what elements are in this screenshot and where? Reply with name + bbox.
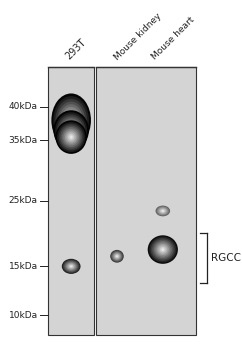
Ellipse shape [158, 207, 168, 215]
Ellipse shape [155, 243, 170, 257]
Ellipse shape [151, 238, 175, 261]
Ellipse shape [116, 256, 118, 257]
Ellipse shape [70, 135, 73, 139]
Ellipse shape [111, 251, 123, 262]
Ellipse shape [61, 107, 81, 134]
Ellipse shape [112, 251, 122, 261]
Ellipse shape [53, 96, 89, 145]
Ellipse shape [113, 252, 121, 260]
Ellipse shape [67, 115, 75, 126]
Ellipse shape [67, 262, 76, 270]
Text: RGCC: RGCC [211, 253, 241, 263]
Ellipse shape [70, 266, 72, 267]
Ellipse shape [160, 247, 166, 252]
Bar [96, 66, 196, 335]
Ellipse shape [57, 114, 85, 147]
Bar [48, 66, 94, 335]
Ellipse shape [154, 241, 172, 258]
Text: 35kDa: 35kDa [9, 136, 38, 145]
Ellipse shape [65, 131, 77, 144]
Ellipse shape [149, 237, 176, 262]
Ellipse shape [62, 127, 81, 147]
Ellipse shape [65, 112, 77, 128]
Ellipse shape [67, 132, 76, 142]
Ellipse shape [69, 128, 73, 132]
Text: 40kDa: 40kDa [9, 103, 38, 111]
Ellipse shape [159, 208, 166, 214]
Ellipse shape [62, 120, 80, 140]
Ellipse shape [63, 129, 79, 146]
Ellipse shape [114, 254, 120, 259]
Ellipse shape [161, 248, 164, 251]
Ellipse shape [59, 104, 83, 136]
Ellipse shape [64, 260, 79, 272]
Ellipse shape [59, 116, 83, 145]
Ellipse shape [56, 120, 87, 154]
Ellipse shape [55, 112, 87, 148]
Ellipse shape [68, 126, 75, 134]
Ellipse shape [156, 206, 169, 216]
Ellipse shape [62, 259, 81, 274]
Text: 25kDa: 25kDa [9, 196, 38, 205]
Ellipse shape [112, 252, 122, 261]
Ellipse shape [63, 110, 79, 131]
Ellipse shape [60, 125, 82, 149]
Ellipse shape [116, 255, 118, 258]
Ellipse shape [66, 262, 77, 271]
Ellipse shape [57, 102, 85, 139]
Ellipse shape [110, 250, 124, 262]
Ellipse shape [148, 235, 178, 264]
Ellipse shape [157, 206, 169, 215]
Ellipse shape [156, 205, 170, 216]
Ellipse shape [69, 118, 73, 123]
Text: Mouse kidney: Mouse kidney [113, 11, 163, 62]
Ellipse shape [64, 122, 78, 139]
Ellipse shape [68, 134, 74, 140]
Ellipse shape [53, 110, 89, 150]
Ellipse shape [160, 209, 166, 213]
Ellipse shape [68, 263, 75, 270]
Ellipse shape [68, 264, 74, 268]
Ellipse shape [161, 209, 165, 212]
Ellipse shape [115, 254, 119, 258]
Ellipse shape [51, 93, 91, 147]
Text: Mouse heart: Mouse heart [150, 15, 197, 62]
Ellipse shape [55, 99, 87, 142]
Ellipse shape [162, 210, 164, 211]
Ellipse shape [159, 208, 167, 214]
Ellipse shape [158, 245, 167, 254]
Text: 10kDa: 10kDa [9, 310, 38, 320]
Ellipse shape [65, 261, 78, 272]
Ellipse shape [59, 124, 84, 150]
Ellipse shape [152, 240, 173, 260]
Text: 293T: 293T [64, 37, 88, 62]
Text: 15kDa: 15kDa [9, 262, 38, 271]
Ellipse shape [161, 210, 164, 212]
Ellipse shape [66, 124, 76, 136]
Ellipse shape [57, 122, 85, 152]
Ellipse shape [69, 265, 73, 268]
Ellipse shape [60, 118, 82, 142]
Ellipse shape [113, 253, 120, 259]
Ellipse shape [63, 260, 80, 273]
Ellipse shape [157, 244, 169, 255]
